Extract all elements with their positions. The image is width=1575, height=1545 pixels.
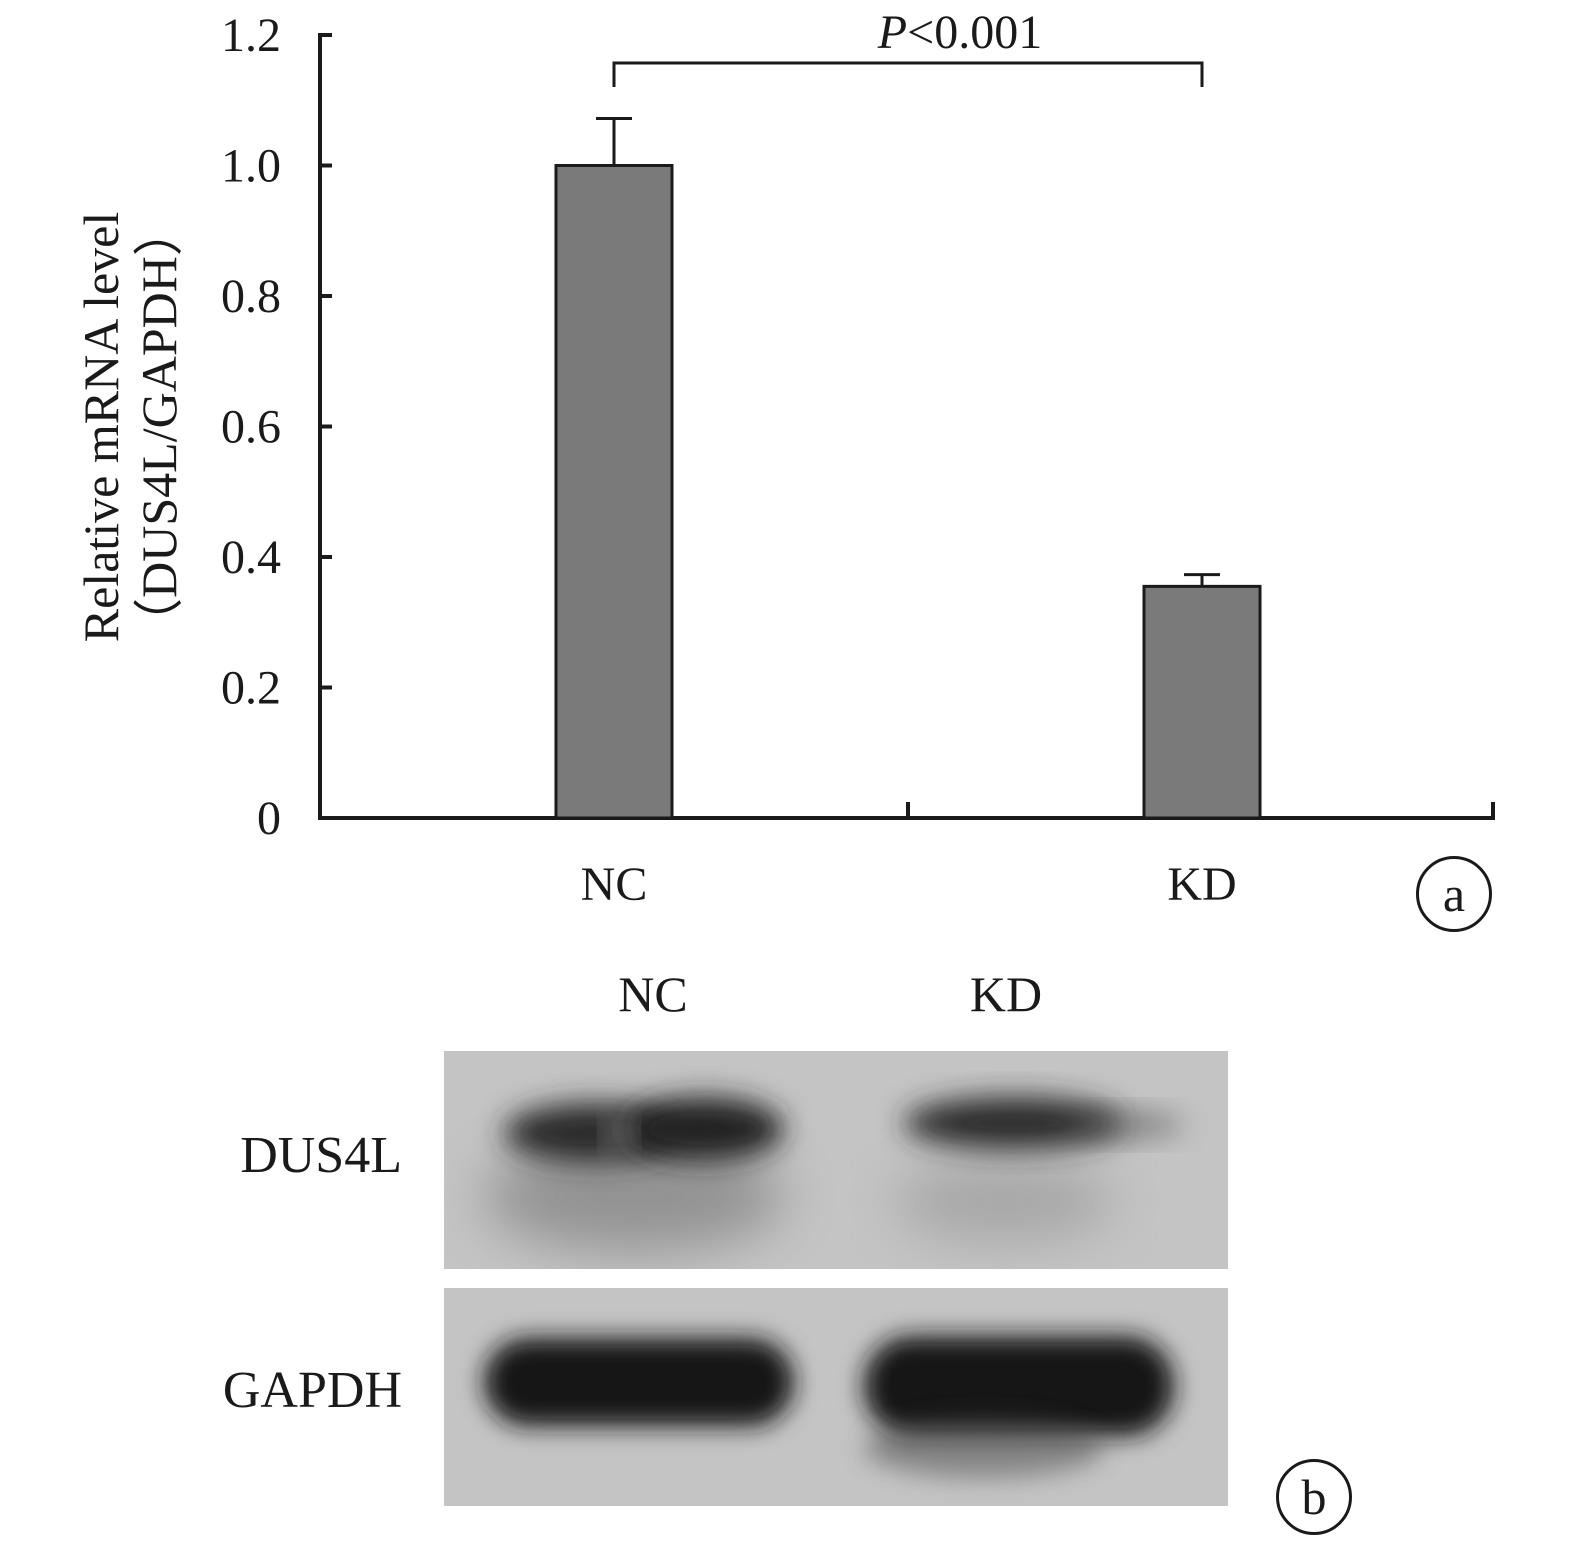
bars — [554, 117, 1262, 820]
x-axis: NC KD — [318, 802, 1495, 911]
blot-strip-dus4l — [444, 1051, 1228, 1269]
x-tick-label: KD — [1167, 858, 1236, 911]
x-tick-label: NC — [581, 858, 648, 911]
y-tick-label: 1.0 — [221, 140, 281, 193]
y-tick-label: 0.2 — [221, 662, 281, 715]
blot-image-gapdh — [444, 1288, 1228, 1506]
blot-image-dus4l — [444, 1051, 1228, 1269]
bar-kd — [1142, 584, 1262, 820]
y-tick-label: 0.4 — [221, 531, 281, 584]
panel-label-a: a — [1416, 856, 1492, 932]
blot-column-kd: KD — [969, 966, 1043, 1022]
panel-label-b-text: b — [1301, 1469, 1327, 1525]
bar-nc — [554, 164, 674, 820]
y-tick-label: 1.2 — [221, 9, 281, 62]
y-axis: 0 0.2 0.4 0.6 0.8 1.0 1.2 — [221, 9, 332, 845]
blot-row-label-gapdh: GAPDH — [222, 1362, 402, 1419]
panel-label-a-text: a — [1442, 866, 1466, 922]
y-tick-label: 0 — [257, 792, 281, 845]
blot-strip-gapdh — [444, 1288, 1228, 1506]
y-tick-label: 0.8 — [221, 270, 281, 323]
p-value-label: P<0.001 — [877, 6, 1042, 59]
y-axis-label-line1: Relative mRNA level — [73, 212, 129, 642]
significance-bracket: P<0.001 — [612, 6, 1204, 87]
blot-row-label-dus4l: DUS4L — [240, 1127, 402, 1184]
bracket-line — [612, 61, 1204, 87]
y-axis-label-line2: （DUS4L/GAPDH） — [131, 206, 187, 648]
bar-chart: 0 0.2 0.4 0.6 0.8 1.0 1.2 NC KD P<0.001 Relativ… — [73, 6, 1495, 911]
panel-label-b: b — [1276, 1459, 1352, 1535]
y-tick-label: 0.6 — [221, 401, 281, 454]
blot-column-nc: NC — [618, 966, 688, 1022]
